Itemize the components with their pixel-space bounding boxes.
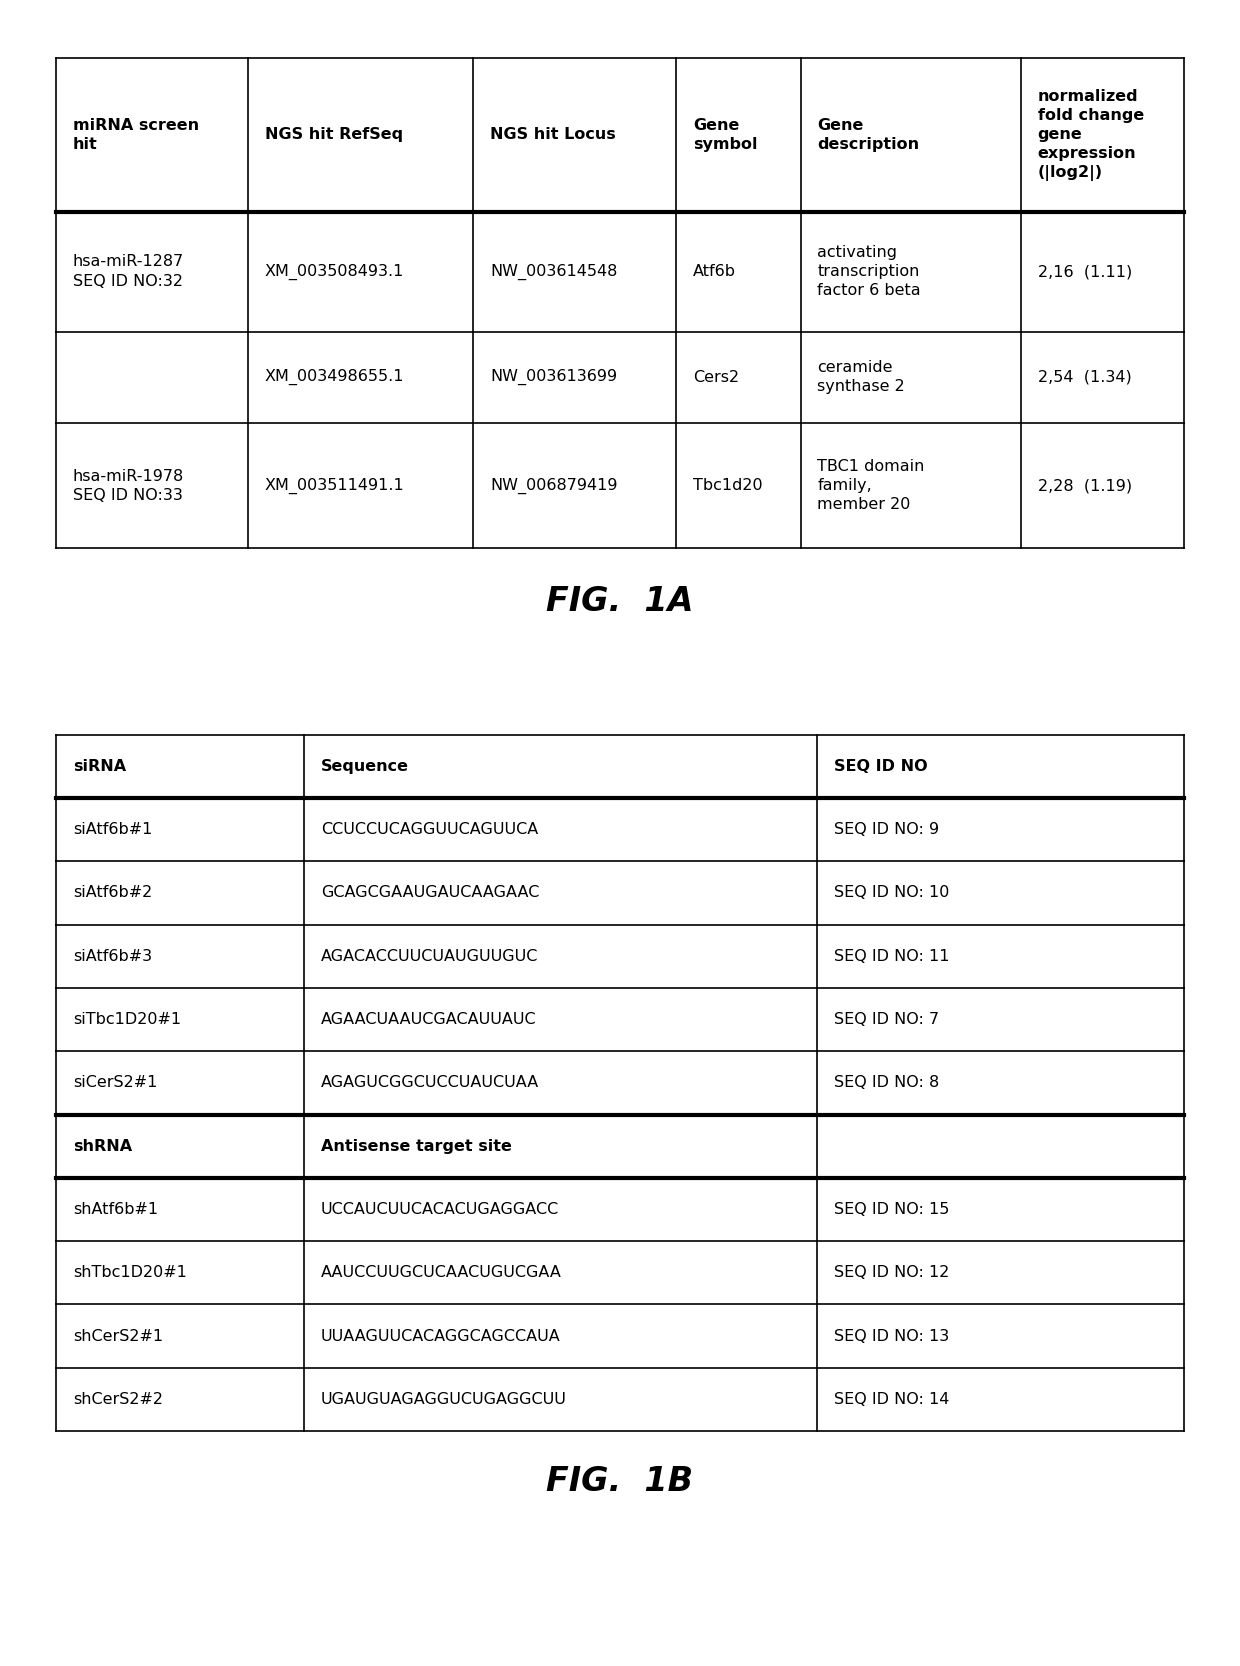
Bar xyxy=(56,735,1184,798)
Bar xyxy=(56,1241,1184,1304)
Text: shTbc1D20#1: shTbc1D20#1 xyxy=(73,1264,186,1281)
Text: shCerS2#2: shCerS2#2 xyxy=(73,1391,162,1408)
Text: AGAACUAAUCGACAUUAUC: AGAACUAAUCGACAUUAUC xyxy=(321,1011,537,1028)
Text: XM_003511491.1: XM_003511491.1 xyxy=(264,478,404,493)
Text: Cers2: Cers2 xyxy=(693,370,739,385)
Text: CCUCCUCAGGUUCAGUUCA: CCUCCUCAGGUUCAGUUCA xyxy=(321,821,538,838)
Text: SEQ ID NO: 13: SEQ ID NO: 13 xyxy=(835,1328,950,1344)
Text: Sequence: Sequence xyxy=(321,758,409,775)
Text: shCerS2#1: shCerS2#1 xyxy=(73,1328,162,1344)
Bar xyxy=(56,332,1184,423)
Bar xyxy=(56,58,1184,212)
Text: SEQ ID NO: 8: SEQ ID NO: 8 xyxy=(835,1075,940,1091)
Text: SEQ ID NO: SEQ ID NO xyxy=(835,758,928,775)
Bar xyxy=(56,861,1184,925)
Text: Tbc1d20: Tbc1d20 xyxy=(693,478,763,493)
Text: NW_003614548: NW_003614548 xyxy=(490,263,618,280)
Text: FIG.  1B: FIG. 1B xyxy=(547,1464,693,1498)
Text: SEQ ID NO: 15: SEQ ID NO: 15 xyxy=(835,1201,950,1218)
Text: SEQ ID NO: 7: SEQ ID NO: 7 xyxy=(835,1011,940,1028)
Text: UGAUGUAGAGGUCUGAGGCUU: UGAUGUAGAGGUCUGAGGCUU xyxy=(321,1391,567,1408)
Text: AGACACCUUCUAUGUUGUC: AGACACCUUCUAUGUUGUC xyxy=(321,948,538,965)
Text: AAUCCUUGCUCAACUGUCGAA: AAUCCUUGCUCAACUGUCGAA xyxy=(321,1264,562,1281)
Text: SEQ ID NO: 9: SEQ ID NO: 9 xyxy=(835,821,940,838)
Text: SEQ ID NO: 10: SEQ ID NO: 10 xyxy=(835,885,950,901)
Text: UCCAUCUUCACACUGAGGACC: UCCAUCUUCACACUGAGGACC xyxy=(321,1201,559,1218)
Text: siRNA: siRNA xyxy=(73,758,125,775)
Bar xyxy=(56,1368,1184,1431)
Text: siAtf6b#2: siAtf6b#2 xyxy=(73,885,153,901)
Text: siAtf6b#1: siAtf6b#1 xyxy=(73,821,153,838)
Text: hsa-miR-1287
SEQ ID NO:32: hsa-miR-1287 SEQ ID NO:32 xyxy=(73,255,184,288)
Text: Antisense target site: Antisense target site xyxy=(321,1138,512,1155)
Text: GCAGCGAAUGAUCAAGAAC: GCAGCGAAUGAUCAAGAAC xyxy=(321,885,539,901)
Text: SEQ ID NO: 14: SEQ ID NO: 14 xyxy=(835,1391,950,1408)
Text: XM_003498655.1: XM_003498655.1 xyxy=(264,370,404,385)
Text: AGAGUCGGCUCCUAUCUAA: AGAGUCGGCUCCUAUCUAA xyxy=(321,1075,539,1091)
Text: shRNA: shRNA xyxy=(73,1138,131,1155)
Text: FIG.  1A: FIG. 1A xyxy=(547,585,693,618)
Text: TBC1 domain
family,
member 20: TBC1 domain family, member 20 xyxy=(817,458,925,513)
Bar xyxy=(56,925,1184,988)
Bar xyxy=(56,988,1184,1051)
Text: Gene
description: Gene description xyxy=(817,118,920,152)
Bar xyxy=(56,212,1184,332)
Text: normalized
fold change
gene
expression
(|log2|): normalized fold change gene expression (… xyxy=(1038,88,1143,182)
Bar xyxy=(56,1051,1184,1115)
Bar xyxy=(56,1178,1184,1241)
Text: siCerS2#1: siCerS2#1 xyxy=(73,1075,157,1091)
Text: siAtf6b#3: siAtf6b#3 xyxy=(73,948,151,965)
Text: 2,16  (1.11): 2,16 (1.11) xyxy=(1038,263,1132,280)
Text: NW_006879419: NW_006879419 xyxy=(490,478,618,493)
Text: NGS hit RefSeq: NGS hit RefSeq xyxy=(264,127,403,143)
Text: miRNA screen
hit: miRNA screen hit xyxy=(73,118,198,152)
Text: SEQ ID NO: 11: SEQ ID NO: 11 xyxy=(835,948,950,965)
Text: 2,28  (1.19): 2,28 (1.19) xyxy=(1038,478,1132,493)
Text: 2,54  (1.34): 2,54 (1.34) xyxy=(1038,370,1131,385)
Text: activating
transcription
factor 6 beta: activating transcription factor 6 beta xyxy=(817,245,921,298)
Bar xyxy=(56,798,1184,861)
Bar xyxy=(56,1115,1184,1178)
Text: siTbc1D20#1: siTbc1D20#1 xyxy=(73,1011,181,1028)
Bar xyxy=(56,423,1184,548)
Text: SEQ ID NO: 12: SEQ ID NO: 12 xyxy=(835,1264,950,1281)
Text: UUAAGUUCACAGGCAGCCAUA: UUAAGUUCACAGGCAGCCAUA xyxy=(321,1328,560,1344)
Text: NW_003613699: NW_003613699 xyxy=(490,370,618,385)
Text: NGS hit Locus: NGS hit Locus xyxy=(490,127,616,143)
Text: Atf6b: Atf6b xyxy=(693,263,737,280)
Text: shAtf6b#1: shAtf6b#1 xyxy=(73,1201,157,1218)
Text: Gene
symbol: Gene symbol xyxy=(693,118,758,152)
Text: ceramide
synthase 2: ceramide synthase 2 xyxy=(817,360,905,395)
Bar xyxy=(56,1304,1184,1368)
Text: hsa-miR-1978
SEQ ID NO:33: hsa-miR-1978 SEQ ID NO:33 xyxy=(73,468,184,503)
Text: XM_003508493.1: XM_003508493.1 xyxy=(264,263,404,280)
